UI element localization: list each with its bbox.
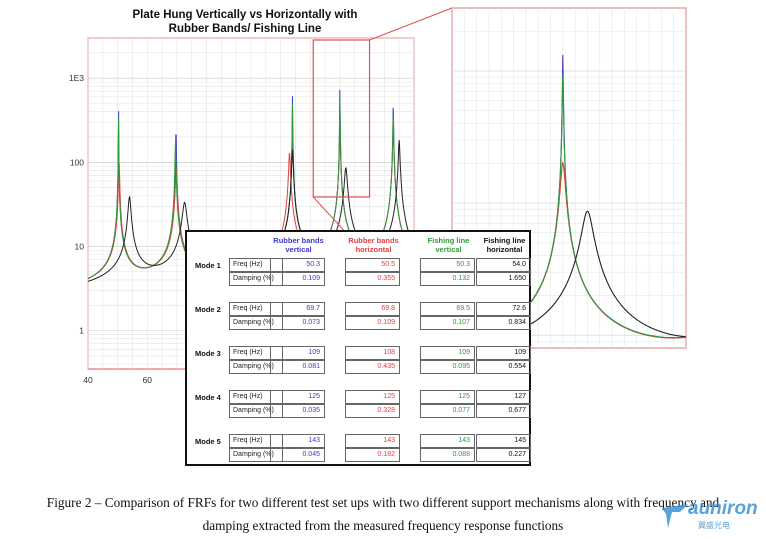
row-label-damping: Damping (%) xyxy=(229,316,283,330)
table-cell-freq: 125 xyxy=(345,390,400,404)
row-label-freq: Freq (Hz) xyxy=(229,434,283,448)
table-cell-damping: 0.132 xyxy=(420,272,475,286)
table-header-line: Fishing line xyxy=(427,236,470,245)
row-label-freq: Freq (Hz) xyxy=(229,390,283,404)
table-cell-freq: 143 xyxy=(345,434,400,448)
table-header-line: Fishing line xyxy=(483,236,526,245)
table-cell-damping: 0.035 xyxy=(270,404,325,418)
table-cell-freq: 145 xyxy=(476,434,531,448)
table-cell-damping: 0.834 xyxy=(476,316,531,330)
table-cell-damping: 0.355 xyxy=(345,272,400,286)
table-cell-freq: 127 xyxy=(476,390,531,404)
table-cell-freq: 108 xyxy=(345,346,400,360)
table-cell-damping: 0.677 xyxy=(476,404,531,418)
chart-title-line-2: Rubber Bands/ Fishing Line xyxy=(168,23,322,35)
table-cell-damping: 0.095 xyxy=(420,360,475,374)
table-cell-damping: 0.182 xyxy=(345,448,400,462)
logo-subtext: 翼盛光电 xyxy=(698,521,730,530)
mode-label: Mode 2 xyxy=(195,305,221,314)
y-tick-label: 100 xyxy=(70,157,84,167)
caption-line-1: Figure 2 – Comparison of FRFs for two di… xyxy=(46,495,720,510)
table-header-line: vertical xyxy=(285,245,312,254)
table-cell-freq: 109 xyxy=(476,346,531,360)
table-cell-damping: 1.650 xyxy=(476,272,531,286)
table-cell-damping: 0.435 xyxy=(345,360,400,374)
mode-label: Mode 1 xyxy=(195,261,221,270)
table-header-line: horizontal xyxy=(355,245,392,254)
table-header-line: horizontal xyxy=(486,245,523,254)
table-cell-damping: 0.109 xyxy=(345,316,400,330)
x-tick-label: 40 xyxy=(83,375,93,385)
table-cell-freq: 143 xyxy=(270,434,325,448)
table-cell-damping: 0.081 xyxy=(270,360,325,374)
watermark-logo: auniron 翼盛光电 xyxy=(658,498,758,532)
chart-title: Plate Hung Vertically vs Horizontally wi… xyxy=(95,8,395,36)
y-tick-label: 10 xyxy=(75,241,85,251)
table-header-2: Rubber bands horizontal xyxy=(345,236,402,254)
table-cell-damping: 0.328 xyxy=(345,404,400,418)
table-cell-damping: 0.045 xyxy=(270,448,325,462)
table-cell-freq: 143 xyxy=(420,434,475,448)
table-header-4: Fishing line horizontal xyxy=(476,236,533,254)
modal-parameters-table: Rubber bands vertical Rubber bands horizont… xyxy=(185,230,531,466)
table-cell-damping: 0.073 xyxy=(270,316,325,330)
table-cell-damping: 0.107 xyxy=(420,316,475,330)
table-cell-freq: 50.3 xyxy=(270,258,325,272)
mode-label: Mode 5 xyxy=(195,437,221,446)
y-tick-label: 1 xyxy=(79,326,84,336)
table-cell-damping: 0.109 xyxy=(270,272,325,286)
row-label-freq: Freq (Hz) xyxy=(229,346,283,360)
zoom-connector-top xyxy=(369,7,453,41)
mode-label: Mode 3 xyxy=(195,349,221,358)
table-cell-freq: 125 xyxy=(270,390,325,404)
table-header-1: Rubber bands vertical xyxy=(270,236,327,254)
table-cell-freq: 72.6 xyxy=(476,302,531,316)
table-header-line: vertical xyxy=(435,245,462,254)
table-cell-freq: 50.5 xyxy=(345,258,400,272)
table-cell-damping: 0.227 xyxy=(476,448,531,462)
table-cell-freq: 125 xyxy=(420,390,475,404)
logo-wordmark: auniron xyxy=(688,498,758,519)
row-label-freq: Freq (Hz) xyxy=(229,302,283,316)
caption-line-2: damping extracted from the measured freq… xyxy=(202,518,564,533)
table-cell-freq: 50.3 xyxy=(420,258,475,272)
y-tick-label: 1E3 xyxy=(69,73,84,83)
x-tick-label: 60 xyxy=(143,375,153,385)
row-label-damping: Damping (%) xyxy=(229,448,283,462)
zoom-region-box xyxy=(312,39,371,198)
row-label-damping: Damping (%) xyxy=(229,360,283,374)
row-label-damping: Damping (%) xyxy=(229,404,283,418)
table-cell-freq: 54.0 xyxy=(476,258,531,272)
table-header-line: Rubber bands xyxy=(348,236,399,245)
table-cell-freq: 69.8 xyxy=(345,302,400,316)
logo-icon xyxy=(662,504,688,528)
table-cell-freq: 69.7 xyxy=(270,302,325,316)
table-cell-freq: 109 xyxy=(270,346,325,360)
table-cell-freq: 109 xyxy=(420,346,475,360)
chart-title-line-1: Plate Hung Vertically vs Horizontally wi… xyxy=(132,9,358,21)
table-header-line: Rubber bands xyxy=(273,236,324,245)
main-plot-ticks: 1 10 100 1E3 40 60 xyxy=(69,73,152,385)
row-label-damping: Damping (%) xyxy=(229,272,283,286)
figure-caption: Figure 2 – Comparison of FRFs for two di… xyxy=(0,491,766,537)
table-cell-freq: 69.5 xyxy=(420,302,475,316)
table-cell-damping: 0.077 xyxy=(420,404,475,418)
mode-label: Mode 4 xyxy=(195,393,221,402)
row-label-freq: Freq (Hz) xyxy=(229,258,283,272)
table-cell-damping: 0.088 xyxy=(420,448,475,462)
table-cell-damping: 0.554 xyxy=(476,360,531,374)
table-header-3: Fishing line vertical xyxy=(420,236,477,254)
